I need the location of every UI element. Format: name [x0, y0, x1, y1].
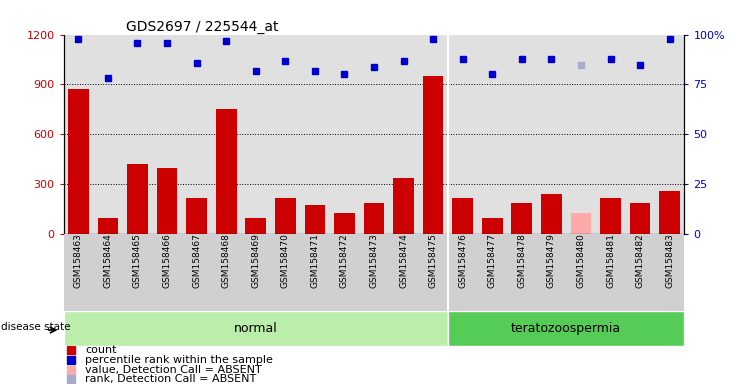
Bar [186, 199, 207, 234]
Bar [571, 213, 591, 234]
Bar [68, 89, 89, 234]
Text: count: count [85, 345, 117, 356]
Bar [275, 198, 295, 234]
Bar [423, 76, 444, 234]
Bar [127, 164, 148, 234]
Text: rank, Detection Call = ABSENT: rank, Detection Call = ABSENT [85, 374, 257, 384]
Bar [448, 311, 684, 346]
Text: value, Detection Call = ABSENT: value, Detection Call = ABSENT [85, 364, 262, 375]
Bar [393, 178, 414, 234]
Bar [453, 199, 473, 234]
Bar [304, 205, 325, 234]
Bar [512, 204, 532, 234]
Bar [64, 311, 448, 346]
Bar [334, 214, 355, 234]
Bar [364, 204, 384, 234]
Bar [600, 199, 621, 234]
Text: teratozoospermia: teratozoospermia [511, 322, 622, 335]
Bar [97, 218, 118, 234]
Bar [482, 218, 503, 234]
Bar [659, 191, 680, 234]
Bar [630, 204, 651, 234]
Text: disease state: disease state [1, 321, 71, 332]
Bar [541, 194, 562, 234]
Bar [156, 168, 177, 234]
Bar [245, 218, 266, 234]
Bar [216, 109, 236, 234]
Text: percentile rank within the sample: percentile rank within the sample [85, 355, 273, 365]
Text: normal: normal [234, 322, 278, 335]
Text: GDS2697 / 225544_at: GDS2697 / 225544_at [126, 20, 278, 33]
